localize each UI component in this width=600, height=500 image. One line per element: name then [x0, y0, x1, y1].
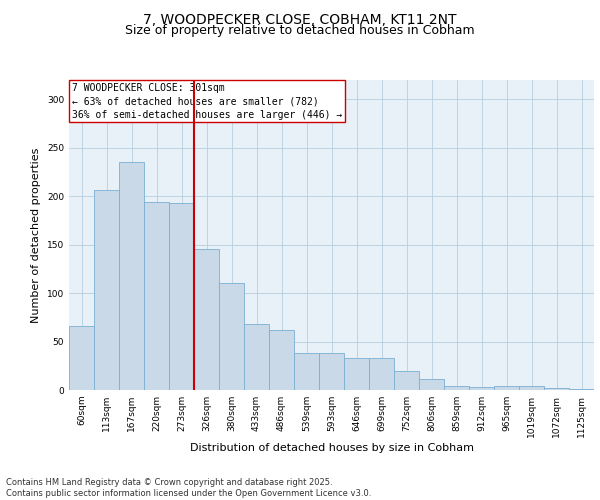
X-axis label: Distribution of detached houses by size in Cobham: Distribution of detached houses by size … [190, 442, 473, 452]
Bar [394, 370, 419, 390]
Bar [269, 330, 294, 390]
Bar [519, 386, 544, 390]
Bar [369, 358, 394, 390]
Text: 7, WOODPECKER CLOSE, COBHAM, KT11 2NT: 7, WOODPECKER CLOSE, COBHAM, KT11 2NT [143, 12, 457, 26]
Bar [244, 324, 269, 390]
Bar [544, 388, 569, 390]
Bar [144, 202, 169, 390]
Bar [444, 386, 469, 390]
Bar [494, 386, 519, 390]
Bar [69, 326, 94, 390]
Bar [569, 389, 594, 390]
Bar [419, 380, 444, 390]
Bar [94, 190, 119, 390]
Text: 7 WOODPECKER CLOSE: 301sqm
← 63% of detached houses are smaller (782)
36% of sem: 7 WOODPECKER CLOSE: 301sqm ← 63% of deta… [71, 83, 342, 120]
Bar [344, 358, 369, 390]
Text: Contains HM Land Registry data © Crown copyright and database right 2025.
Contai: Contains HM Land Registry data © Crown c… [6, 478, 371, 498]
Bar [194, 248, 219, 390]
Bar [119, 162, 144, 390]
Y-axis label: Number of detached properties: Number of detached properties [31, 148, 41, 322]
Bar [169, 203, 194, 390]
Bar [219, 284, 244, 390]
Bar [294, 353, 319, 390]
Text: Size of property relative to detached houses in Cobham: Size of property relative to detached ho… [125, 24, 475, 37]
Bar [319, 353, 344, 390]
Bar [469, 387, 494, 390]
